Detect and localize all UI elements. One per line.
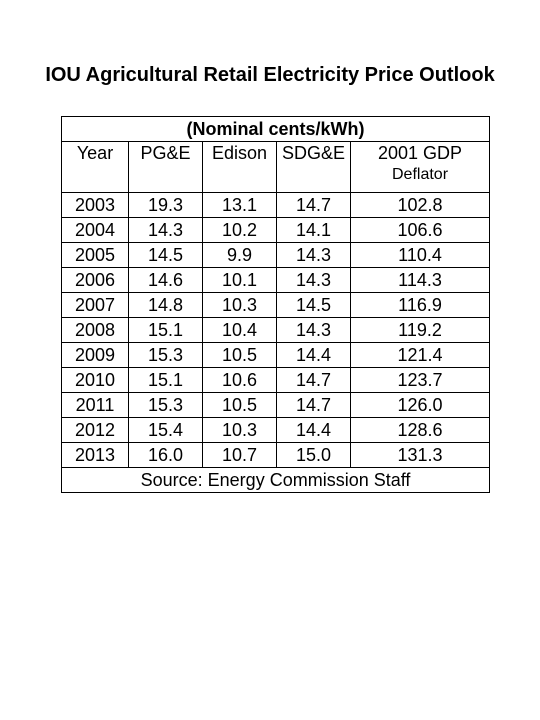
cell-sdge: 14.3 — [276, 267, 351, 293]
cell-sdge: 15.0 — [276, 442, 351, 468]
cell-edison: 10.6 — [202, 367, 277, 393]
cell-pge: 14.6 — [128, 267, 203, 293]
table-row: 2013 16.0 10.7 15.0 131.3 — [61, 442, 491, 468]
table-row: 2012 15.4 10.3 14.4 128.6 — [61, 417, 491, 443]
source-note: Source: Energy Commission Staff — [60, 467, 491, 493]
cell-pge: 15.4 — [128, 417, 203, 443]
cell-sdge: 14.1 — [276, 217, 351, 243]
cell-deflator: 102.8 — [349, 192, 491, 218]
cell-deflator: 121.4 — [349, 342, 491, 368]
units-header: (Nominal cents/kWh) — [60, 116, 491, 142]
column-header-deflator: 2001 GDP Deflator — [349, 141, 491, 193]
cell-deflator: 128.6 — [349, 417, 491, 443]
column-header-edison: Edison — [202, 141, 277, 193]
table-row: 2011 15.3 10.5 14.7 126.0 — [61, 392, 491, 418]
cell-pge: 15.1 — [128, 367, 203, 393]
cell-edison: 10.3 — [202, 417, 277, 443]
cell-year: 2013 — [61, 442, 129, 468]
cell-deflator: 106.6 — [349, 217, 491, 243]
column-header-row: Year PG&E Edison SDG&E 2001 GDP Deflator — [61, 141, 491, 193]
cell-year: 2011 — [61, 392, 129, 418]
cell-edison: 10.7 — [202, 442, 277, 468]
deflator-header-line2: Deflator — [392, 166, 449, 183]
cell-pge: 14.3 — [128, 217, 203, 243]
cell-edison: 10.2 — [202, 217, 277, 243]
column-header-sdge: SDG&E — [276, 141, 351, 193]
deflator-header-line1: 2001 GDP — [377, 143, 463, 163]
cell-deflator: 110.4 — [349, 242, 491, 268]
cell-sdge: 14.4 — [276, 417, 351, 443]
cell-sdge: 14.7 — [276, 392, 351, 418]
cell-sdge: 14.4 — [276, 342, 351, 368]
cell-pge: 16.0 — [128, 442, 203, 468]
cell-year: 2008 — [61, 317, 129, 343]
cell-sdge: 14.7 — [276, 367, 351, 393]
cell-year: 2010 — [61, 367, 129, 393]
cell-pge: 15.3 — [128, 392, 203, 418]
cell-year: 2012 — [61, 417, 129, 443]
cell-sdge: 14.5 — [276, 292, 351, 318]
document-title: IOU Agricultural Retail Electricity Pric… — [45, 64, 495, 86]
cell-edison: 10.3 — [202, 292, 277, 318]
cell-pge: 15.3 — [128, 342, 203, 368]
table-body: 2003 19.3 13.1 14.7 102.8 2004 14.3 10.2 14.1 106… — [61, 192, 491, 468]
cell-edison: 10.4 — [202, 317, 277, 343]
column-header-year: Year — [61, 141, 129, 193]
cell-edison: 10.5 — [202, 342, 277, 368]
table-row: 2004 14.3 10.2 14.1 106.6 — [61, 217, 491, 243]
cell-deflator: 114.3 — [349, 267, 491, 293]
cell-year: 2006 — [61, 267, 129, 293]
cell-deflator: 123.7 — [349, 367, 491, 393]
table-row: 2005 14.5 9.9 14.3 110.4 — [61, 242, 491, 268]
cell-pge: 19.3 — [128, 192, 203, 218]
cell-edison: 10.1 — [202, 267, 277, 293]
cell-year: 2004 — [61, 217, 129, 243]
cell-year: 2005 — [61, 242, 129, 268]
cell-pge: 14.5 — [128, 242, 203, 268]
table-row: 2007 14.8 10.3 14.5 116.9 — [61, 292, 491, 318]
cell-deflator: 126.0 — [349, 392, 491, 418]
cell-deflator: 116.9 — [349, 292, 491, 318]
cell-year: 2009 — [61, 342, 129, 368]
table-row: 2009 15.3 10.5 14.4 121.4 — [61, 342, 491, 368]
cell-sdge: 14.3 — [276, 242, 351, 268]
cell-sdge: 14.7 — [276, 192, 351, 218]
cell-sdge: 14.3 — [276, 317, 351, 343]
cell-edison: 9.9 — [202, 242, 277, 268]
cell-deflator: 119.2 — [349, 317, 491, 343]
cell-pge: 15.1 — [128, 317, 203, 343]
price-outlook-table: (Nominal cents/kWh) Year PG&E Edison SDG… — [60, 116, 491, 493]
cell-edison: 10.5 — [202, 392, 277, 418]
column-header-pge: PG&E — [128, 141, 203, 193]
cell-edison: 13.1 — [202, 192, 277, 218]
table-row: 2003 19.3 13.1 14.7 102.8 — [61, 192, 491, 218]
cell-deflator: 131.3 — [349, 442, 491, 468]
table-row: 2010 15.1 10.6 14.7 123.7 — [61, 367, 491, 393]
cell-pge: 14.8 — [128, 292, 203, 318]
cell-year: 2003 — [61, 192, 129, 218]
table-row: 2008 15.1 10.4 14.3 119.2 — [61, 317, 491, 343]
cell-year: 2007 — [61, 292, 129, 318]
table-row: 2006 14.6 10.1 14.3 114.3 — [61, 267, 491, 293]
